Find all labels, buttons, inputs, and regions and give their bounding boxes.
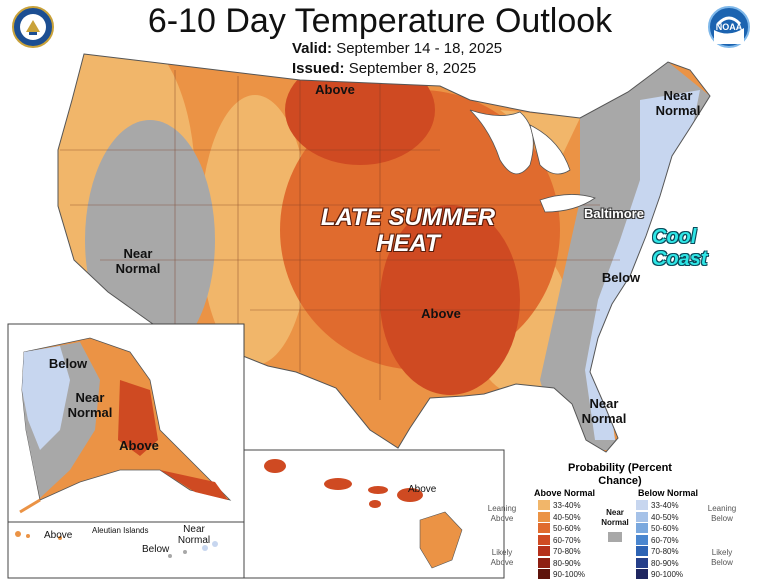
label-above-south: Above — [421, 306, 461, 321]
legend-above-range-label: 60-70% — [553, 535, 581, 545]
legend-below-range-label: 80-90% — [651, 558, 679, 568]
ak-label-below: Below — [48, 356, 88, 371]
aleutian-islands-label: Aleutian Islands — [92, 526, 149, 535]
legend-near-normal-swatch — [608, 532, 622, 542]
legend-likely-above: Likely Above — [490, 548, 514, 567]
legend-above-swatch — [538, 523, 550, 533]
legend-below-swatch — [636, 534, 648, 545]
legend-leaning-above: Leaning Above — [487, 504, 517, 523]
legend-above-swatch — [538, 500, 550, 510]
legend-below-swatch — [636, 523, 648, 533]
valid-value: September 14 - 18, 2025 — [336, 40, 503, 57]
valid-label: Valid: — [292, 40, 333, 57]
legend-leaning-below: Leaning Below — [707, 504, 737, 523]
label-baltimore: Baltimore — [584, 206, 644, 221]
noaa-text: NOAA — [715, 22, 743, 32]
legend-below-range-label: 50-60% — [651, 524, 679, 533]
legend-title: Probability (Percent Chance) — [568, 462, 672, 487]
issued-label: Issued: — [292, 60, 345, 77]
hi-label-above: Above — [408, 484, 437, 495]
legend-below-range-label: 70-80% — [651, 547, 679, 556]
label-near-normal-fl: Near Normal — [581, 396, 627, 426]
legend-above-range-label: 70-80% — [553, 547, 581, 556]
aleutian-label-below: Below — [142, 544, 170, 555]
legend-below-swatch — [636, 500, 648, 510]
doc-seal-logo — [12, 6, 54, 48]
label-near-normal-west: Near Normal — [115, 246, 161, 276]
label-above-north: Above — [315, 82, 355, 97]
legend-below-swatch — [636, 569, 648, 579]
label-below-east: Below — [601, 270, 641, 285]
legend-above-range-label: 50-60% — [553, 524, 581, 533]
legend-above-range-label: 80-90% — [553, 558, 581, 568]
label-near-normal-ne: Near Normal — [655, 88, 701, 118]
legend-near-normal-label: Near Normal — [601, 508, 629, 527]
legend-above-swatch — [538, 511, 550, 522]
legend-below-range-label: 40-50% — [651, 512, 679, 522]
page-title: 6-10 Day Temperature Outlook — [147, 2, 613, 40]
issued-date: Issued: September 8, 2025 — [292, 60, 476, 77]
legend-below-range-label: 90-100% — [651, 570, 684, 579]
ak-label-above: Above — [119, 438, 159, 453]
issued-value: September 8, 2025 — [348, 60, 477, 77]
legend-above-range-label: 90-100% — [553, 570, 586, 579]
legend-below-swatch — [636, 511, 648, 522]
legend-above-header: Above Normal — [534, 488, 596, 498]
legend-below-range-label: 60-70% — [651, 535, 679, 545]
legend-above-swatch — [538, 557, 550, 568]
legend-below-swatch — [636, 546, 648, 556]
label-late-summer-heat: LATE SUMMER HEAT — [320, 204, 496, 257]
legend-above-swatch — [538, 534, 550, 545]
legend-below-range-label: 33-40% — [651, 501, 679, 510]
ak-label-near-normal: Near Normal — [67, 390, 113, 420]
legend-above-swatch — [538, 569, 550, 579]
legend-above-swatch — [538, 546, 550, 556]
aleutian-label-near-normal: Near Normal — [177, 524, 211, 546]
legend-above-range-label: 40-50% — [553, 512, 581, 522]
valid-dates: Valid: September 14 - 18, 2025 — [292, 40, 502, 57]
noaa-logo: NOAA — [708, 6, 750, 48]
legend-below-header: Below Normal — [638, 488, 699, 498]
aleutian-label-above: Above — [44, 530, 73, 541]
legend-likely-below: Likely Below — [711, 548, 733, 567]
legend-above-range-label: 33-40% — [553, 501, 581, 510]
legend-below-swatch — [636, 557, 648, 568]
label-cool-coast: Cool Coast — [652, 226, 708, 270]
